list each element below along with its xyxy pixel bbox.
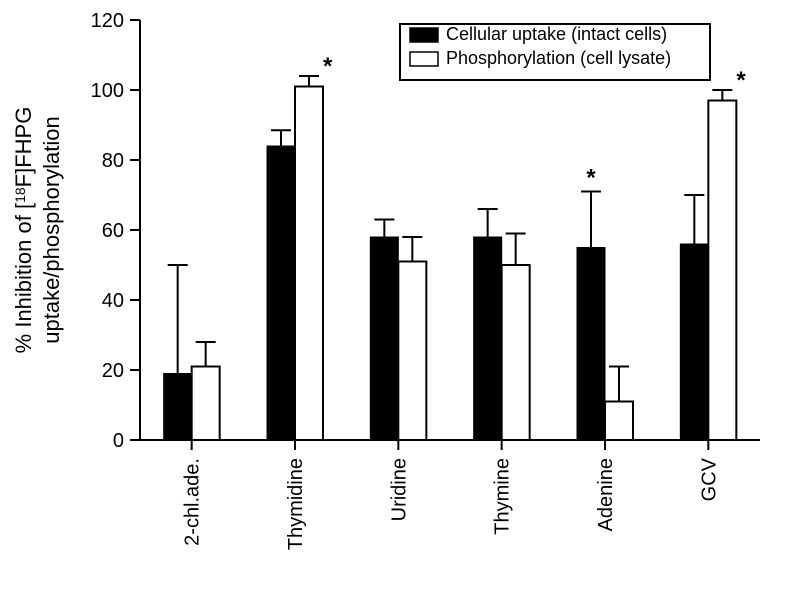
x-tick-label: GCV xyxy=(698,457,720,501)
y-axis-title-line2: uptake/phosphorylation xyxy=(39,116,64,344)
significance-star: * xyxy=(586,165,596,192)
significance-star: * xyxy=(736,67,746,94)
bar-cellular-uptake xyxy=(680,244,708,440)
y-tick-label: 20 xyxy=(102,360,124,382)
legend-label: Cellular uptake (intact cells) xyxy=(446,24,667,44)
chart-container: 0 20 40 60 80 100 120 % Inhibition of [18F]FHPG… xyxy=(0,0,789,602)
bar-cellular-uptake xyxy=(474,237,502,440)
bar-chart: 0 20 40 60 80 100 120 % Inhibition of [18F]FHPG… xyxy=(0,0,789,602)
x-tick-label: Adenine xyxy=(595,458,617,531)
bar-cellular-uptake xyxy=(164,374,192,441)
x-tick-label: Thymine xyxy=(492,458,514,535)
y-axis-title-line1: % Inhibition of [18F]FHPG xyxy=(11,107,36,354)
bar-cellular-uptake xyxy=(370,237,398,440)
y-tick-label: 0 xyxy=(113,430,124,452)
y-tick-label: 40 xyxy=(102,290,124,312)
significance-star: * xyxy=(323,53,333,80)
y-tick-label: 60 xyxy=(102,220,124,242)
bar-phosphorylation xyxy=(502,265,530,440)
y-tick-label: 120 xyxy=(91,10,124,32)
bar-cellular-uptake xyxy=(267,146,295,440)
bar-phosphorylation xyxy=(295,87,323,441)
bar-phosphorylation xyxy=(605,402,633,441)
x-tick-label: Thymidine xyxy=(285,458,307,550)
bar-phosphorylation xyxy=(708,101,736,441)
bar-phosphorylation xyxy=(398,262,426,441)
x-tick-label: Uridine xyxy=(388,458,410,521)
bar-phosphorylation xyxy=(192,367,220,441)
legend-label: Phosphorylation (cell lysate) xyxy=(446,48,671,68)
bar-cellular-uptake xyxy=(577,248,605,441)
legend-swatch xyxy=(410,28,438,42)
y-tick-label: 80 xyxy=(102,150,124,172)
legend-swatch xyxy=(410,52,438,66)
y-tick-label: 100 xyxy=(91,80,124,102)
x-tick-label: 2-chl.ade. xyxy=(182,458,204,546)
